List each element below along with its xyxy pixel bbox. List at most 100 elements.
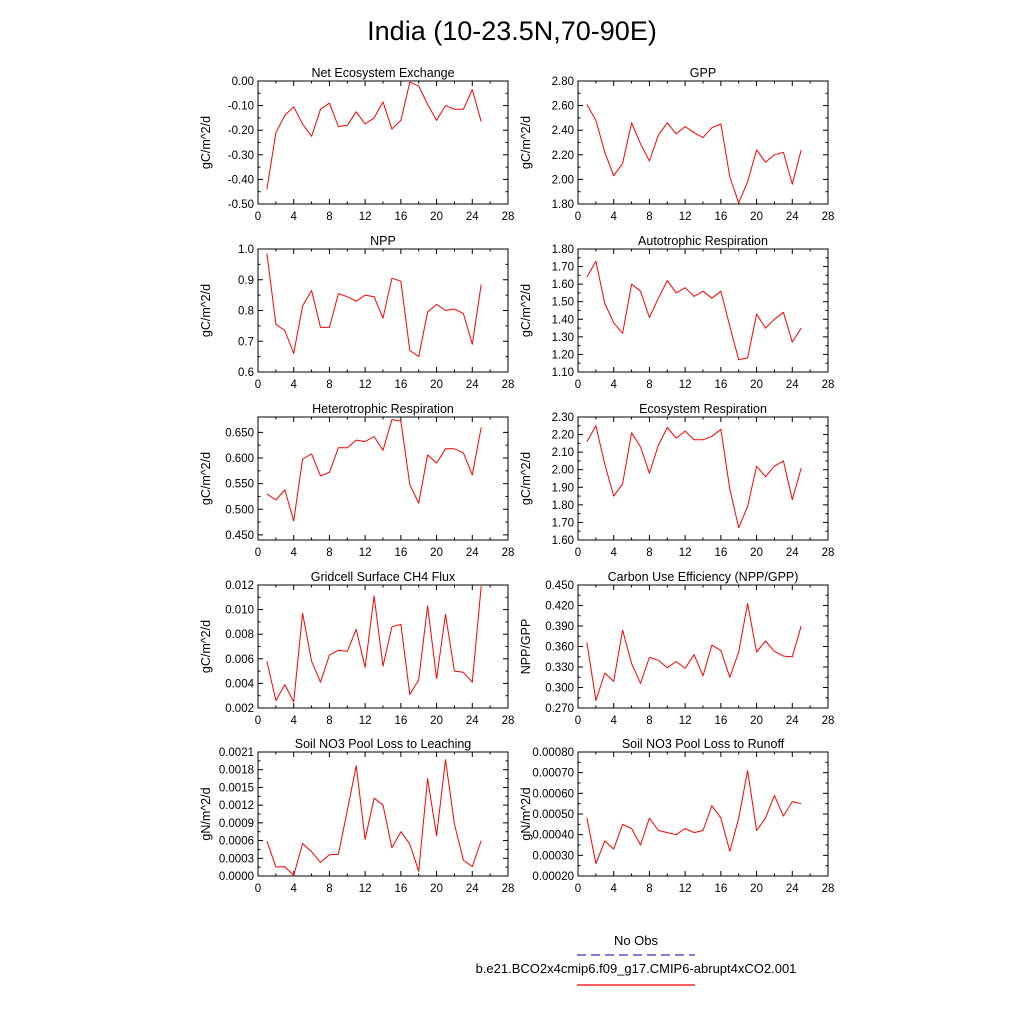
y-tick-label: 0.0021 <box>219 747 254 759</box>
x-tick-label: 24 <box>466 547 479 559</box>
x-tick-label: 12 <box>679 211 692 223</box>
x-tick-label: 0 <box>575 379 581 391</box>
y-axis-label: gC/m^2/d <box>199 452 213 505</box>
y-tick-label: 1.30 <box>552 332 574 344</box>
y-tick-label: 0.450 <box>545 580 574 592</box>
panel-title: Soil NO3 Pool Loss to Runoff <box>622 737 785 751</box>
y-axis-label: gN/m^2/d <box>519 787 533 840</box>
panel-gpp: GPP gC/m^2/d 0 4 8 12 16 20 24 28 1.80 2.00 2.20 2.40… <box>519 66 834 223</box>
plot-frame <box>577 584 829 709</box>
figure-title: India (10-23.5N,70-90E) <box>367 16 657 46</box>
series-line <box>586 425 802 529</box>
y-tick-label: 1.60 <box>552 279 574 291</box>
y-axis-label: gC/m^2/d <box>199 620 213 673</box>
x-tick-label: 0 <box>255 715 261 727</box>
series-line <box>266 81 482 190</box>
x-tick-label: 8 <box>326 379 332 391</box>
x-tick-label: 24 <box>466 883 479 895</box>
x-tick-label: 0 <box>255 211 261 223</box>
x-tick-label: 0 <box>255 379 261 391</box>
y-tick-label: 2.00 <box>552 465 574 477</box>
panel-npp: NPP gC/m^2/d 0 4 8 12 16 20 24 28 0.6 0.7 0.8 0.9 1.0 <box>199 234 514 391</box>
x-tick-label: 4 <box>291 883 298 895</box>
x-tick-label: 16 <box>714 211 727 223</box>
y-tick-label: 1.10 <box>552 367 574 379</box>
x-tick-label: 12 <box>359 211 372 223</box>
x-tick-label: 12 <box>679 883 692 895</box>
x-tick-label: 8 <box>646 211 652 223</box>
plot-frame <box>577 416 829 541</box>
plot-frame <box>577 80 829 205</box>
y-tick-label: 1.80 <box>552 500 574 512</box>
y-tick-label: -0.10 <box>228 101 254 113</box>
panel-carbon-use-efficiency-npp-gpp: Carbon Use Efficiency (NPP/GPP) NPP/GPP 0 4… <box>519 570 834 727</box>
plot-frame <box>257 584 509 709</box>
x-tick-label: 4 <box>611 211 618 223</box>
x-tick-label: 28 <box>822 379 835 391</box>
x-tick-label: 16 <box>394 883 407 895</box>
y-tick-label: 0.010 <box>225 605 254 617</box>
x-tick-label: 8 <box>646 715 652 727</box>
y-axis-label: NPP/GPP <box>519 619 533 675</box>
x-tick-label: 0 <box>575 211 581 223</box>
x-tick-label: 4 <box>291 211 298 223</box>
y-tick-label: 0.8 <box>238 306 254 318</box>
x-tick-label: 24 <box>466 379 479 391</box>
y-tick-label: 2.80 <box>552 76 574 88</box>
y-tick-label: 0.600 <box>225 453 254 465</box>
y-tick-label: 0.00 <box>232 76 254 88</box>
y-tick-label: 0.00070 <box>532 768 574 780</box>
plot-frame <box>577 751 829 877</box>
y-axis-label: gC/m^2/d <box>519 116 533 169</box>
x-tick-label: 24 <box>786 211 799 223</box>
x-tick-label: 16 <box>394 715 407 727</box>
x-tick-label: 4 <box>611 883 618 895</box>
y-tick-label: 0.012 <box>225 580 254 592</box>
x-tick-label: 28 <box>502 211 515 223</box>
y-tick-label: 0.0009 <box>219 818 254 830</box>
y-tick-label: 0.00040 <box>532 830 574 842</box>
x-tick-label: 4 <box>611 547 618 559</box>
y-tick-label: 1.70 <box>552 262 574 274</box>
panel-grid: Net Ecosystem Exchange gC/m^2/d 0 4 8 12 16 20 2… <box>199 66 834 895</box>
y-tick-label: 0.0006 <box>219 836 254 848</box>
x-tick-label: 28 <box>502 379 515 391</box>
x-tick-label: 8 <box>646 547 652 559</box>
x-tick-label: 28 <box>502 547 515 559</box>
y-tick-label: 0.420 <box>545 601 574 613</box>
plot-frame <box>257 751 509 877</box>
x-tick-label: 0 <box>575 547 581 559</box>
y-tick-label: 1.40 <box>552 314 574 326</box>
y-tick-label: 0.500 <box>225 504 254 516</box>
y-tick-label: 0.004 <box>225 678 254 690</box>
y-tick-label: 2.30 <box>552 412 574 424</box>
x-tick-label: 8 <box>326 547 332 559</box>
x-tick-label: 8 <box>326 715 332 727</box>
x-tick-label: 20 <box>430 211 443 223</box>
y-tick-label: -0.30 <box>228 150 254 162</box>
x-tick-label: 16 <box>714 883 727 895</box>
series-line <box>586 104 802 204</box>
panel-title: Heterotrophic Respiration <box>312 402 454 416</box>
x-tick-label: 28 <box>822 715 835 727</box>
x-tick-label: 20 <box>750 547 763 559</box>
x-tick-label: 20 <box>750 211 763 223</box>
panel-title: Autotrophic Respiration <box>638 234 768 248</box>
x-tick-label: 4 <box>291 547 298 559</box>
y-tick-label: 0.300 <box>545 683 574 695</box>
y-tick-label: 1.70 <box>552 517 574 529</box>
x-tick-label: 8 <box>326 211 332 223</box>
y-tick-label: 0.0000 <box>219 871 254 883</box>
y-tick-label: 2.20 <box>552 150 574 162</box>
y-tick-label: 2.10 <box>552 447 574 459</box>
x-tick-label: 20 <box>430 379 443 391</box>
y-tick-label: 2.00 <box>552 174 574 186</box>
x-tick-label: 16 <box>714 547 727 559</box>
y-tick-label: 0.390 <box>545 621 574 633</box>
y-tick-label: 0.0012 <box>219 800 254 812</box>
x-tick-label: 16 <box>394 379 407 391</box>
y-axis-label: gC/m^2/d <box>519 284 533 337</box>
x-tick-label: 20 <box>750 379 763 391</box>
y-tick-label: 0.7 <box>238 336 254 348</box>
